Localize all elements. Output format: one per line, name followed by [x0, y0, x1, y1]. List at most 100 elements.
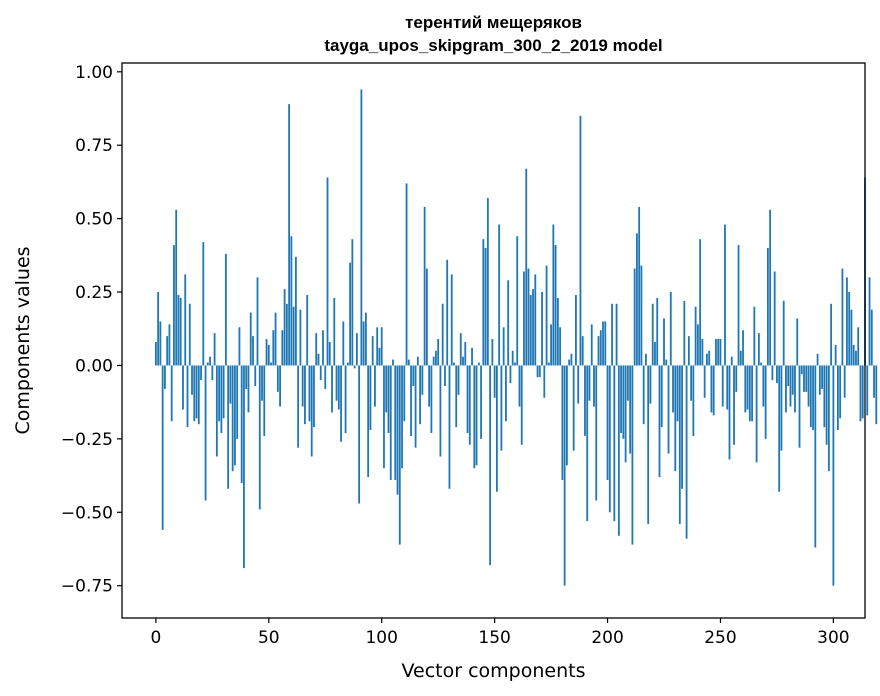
bar: [751, 365, 753, 422]
bar: [859, 365, 862, 422]
bar: [188, 303, 191, 366]
bar: [805, 365, 808, 392]
bar: [832, 365, 835, 586]
bar: [195, 365, 198, 419]
bar: [401, 365, 403, 469]
bar: [823, 365, 826, 428]
bar: [475, 365, 478, 466]
bar: [875, 365, 878, 425]
bar: [586, 365, 589, 522]
bar: [599, 330, 602, 366]
bar: [166, 336, 169, 366]
bar: [825, 365, 828, 445]
bar: [450, 274, 453, 366]
x-tick-label: 0: [150, 628, 161, 648]
y-tick-label: −0.75: [61, 577, 113, 597]
bar: [331, 365, 333, 413]
bar: [322, 330, 324, 366]
bar: [491, 339, 494, 366]
bar: [306, 294, 309, 366]
bar: [355, 333, 358, 366]
bar: [809, 365, 812, 428]
bar: [516, 236, 519, 366]
bar: [620, 365, 623, 433]
bar: [703, 365, 706, 398]
bar: [453, 362, 455, 366]
bar: [787, 365, 790, 387]
y-axis-label: Components values: [12, 246, 34, 434]
bar: [159, 321, 162, 366]
bar: [281, 330, 284, 366]
bar: [202, 242, 205, 366]
bar: [247, 365, 250, 413]
x-axis-label: Vector components: [402, 660, 586, 682]
bar: [608, 365, 611, 513]
bar: [256, 277, 259, 366]
bar: [340, 365, 342, 442]
bar: [791, 365, 794, 395]
bar: [565, 365, 568, 466]
bar: [629, 365, 632, 454]
bar: [389, 365, 392, 480]
bar: [234, 365, 236, 466]
bar: [258, 365, 261, 510]
bar: [861, 365, 864, 419]
bar: [439, 365, 442, 457]
bar: [421, 365, 424, 395]
x-axis-ticks: 0 50 100 150 200 250 300: [150, 618, 850, 648]
bar: [852, 344, 855, 366]
bar: [789, 365, 792, 407]
bar: [776, 365, 778, 384]
bar: [486, 198, 489, 366]
bar: [498, 224, 501, 366]
bar: [423, 206, 426, 366]
bar: [538, 365, 541, 378]
bar: [353, 365, 356, 369]
bar: [570, 353, 573, 366]
bar: [595, 365, 598, 501]
bar: [690, 365, 693, 401]
bar: [559, 327, 562, 366]
bar: [387, 365, 390, 433]
bar: [430, 365, 433, 433]
bar: [525, 168, 528, 366]
bar: [211, 365, 214, 381]
bar: [315, 333, 318, 366]
bar: [726, 365, 729, 410]
bar: [755, 365, 758, 463]
chart-subtitle: tayga_upos_skipgram_300_2_2019 model: [324, 36, 662, 55]
bar: [349, 262, 351, 366]
bar: [457, 365, 460, 395]
bar: [843, 365, 846, 398]
bar: [631, 365, 634, 545]
bar: [448, 365, 451, 489]
bar: [692, 365, 695, 436]
bar: [850, 309, 853, 366]
bar: [252, 336, 254, 366]
bar: [602, 321, 604, 366]
bar: [288, 104, 291, 366]
bar: [403, 365, 406, 422]
bar: [414, 365, 417, 448]
bar: [335, 365, 338, 401]
bar: [541, 292, 543, 366]
bar: [545, 265, 548, 366]
bar: [701, 339, 704, 366]
bar: [604, 321, 607, 366]
bar: [231, 365, 234, 472]
bar: [441, 303, 444, 366]
bar: [800, 365, 803, 375]
bar: [543, 365, 546, 398]
bar: [455, 365, 458, 428]
bar: [685, 365, 688, 539]
bar: [344, 365, 347, 433]
x-tick-label: 50: [258, 628, 280, 648]
bar: [581, 336, 584, 366]
bar: [206, 362, 209, 366]
x-tick-label: 200: [591, 628, 623, 648]
bar: [227, 365, 230, 489]
bar: [378, 347, 381, 366]
bar: [624, 365, 627, 463]
